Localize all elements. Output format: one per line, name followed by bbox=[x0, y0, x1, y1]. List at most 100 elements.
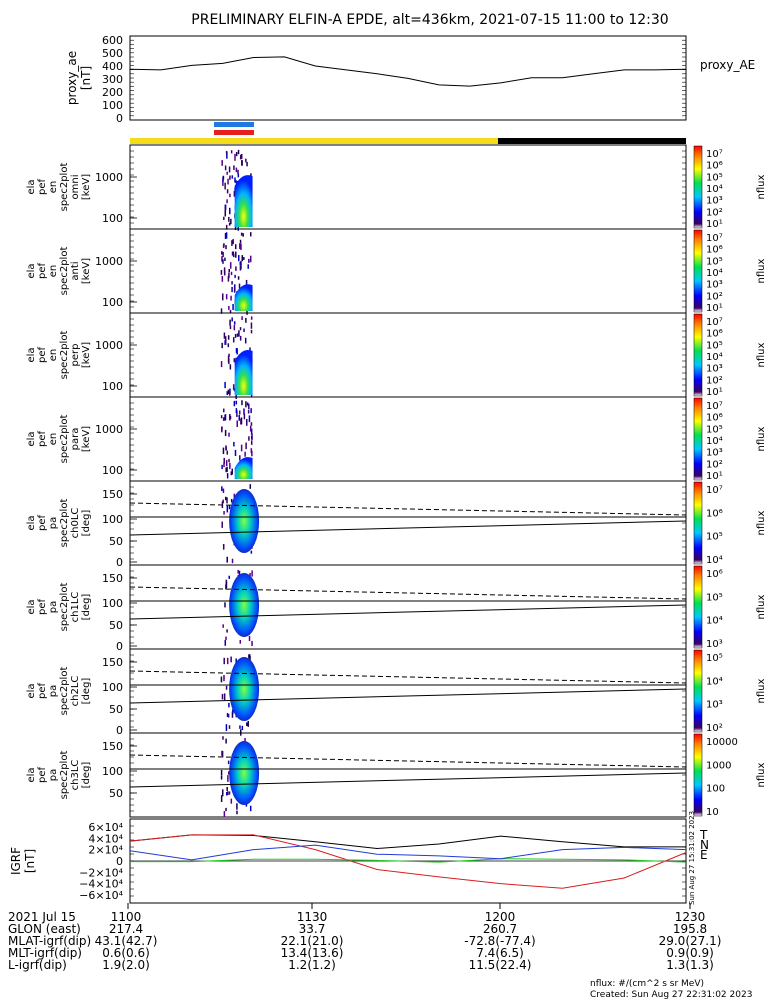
spectrogram-speckle bbox=[221, 750, 223, 756]
proxy-ae-tick-label: 400 bbox=[102, 60, 123, 73]
spectrogram-speckle bbox=[250, 232, 252, 237]
orbit-bars bbox=[130, 122, 686, 144]
panel-ch1lc: 150 100 50 0 ela pef pa spec2plot ch1LC [deg] 10⁶ 1… bbox=[26, 564, 767, 653]
spectrogram-speckle bbox=[237, 569, 239, 574]
spectrogram-speckle bbox=[227, 335, 230, 340]
spectrogram-speckle bbox=[226, 189, 229, 194]
spectrogram-speckle bbox=[227, 389, 230, 395]
spectrogram-speckle bbox=[230, 271, 233, 276]
spectrogram-speckle bbox=[222, 736, 224, 740]
colorbar-tick-label: 10⁷ bbox=[706, 401, 723, 412]
proxy-ae-line bbox=[129, 56, 687, 87]
panel-tick-label: 1000 bbox=[95, 255, 123, 268]
panel-ylabel-line: en bbox=[48, 349, 59, 362]
panel-ylabel-line: spec2plot bbox=[59, 499, 70, 548]
colorbar-tick-label: 10⁵ bbox=[706, 532, 723, 543]
spectrogram-speckle bbox=[247, 720, 250, 727]
igrf-tick-label: 2×10⁴ bbox=[88, 844, 123, 857]
spectrogram-speckle bbox=[234, 333, 237, 338]
spectrogram-speckle bbox=[223, 462, 225, 468]
colorbar-tick-label: 100 bbox=[706, 784, 725, 795]
spectrogram-speckle bbox=[224, 381, 226, 389]
panel-ch0lc: 150 100 50 0 ela pef pa spec2plot ch0LC [deg] 10⁷ 1… bbox=[26, 480, 767, 569]
ephemeris-value: 29.0(27.1) bbox=[659, 934, 722, 948]
panel-tick-label: 150 bbox=[102, 488, 123, 501]
spectrogram-speckle bbox=[237, 225, 240, 231]
spectrogram-speckle bbox=[225, 636, 227, 641]
panel-tick-label: 0 bbox=[116, 724, 123, 737]
spectrogram-speckle bbox=[229, 175, 231, 180]
colorbar-label: nflux bbox=[756, 342, 767, 367]
ephemeris-value: 11.5(22.4) bbox=[469, 958, 532, 972]
ephemeris-value: 0.9(0.9) bbox=[666, 946, 714, 960]
spectrogram-speckle bbox=[241, 725, 244, 731]
spectrogram-speckle bbox=[227, 178, 229, 185]
panel-tick-label: 50 bbox=[109, 535, 123, 548]
colorbar-tick-label: 10⁵ bbox=[706, 653, 723, 664]
spectrogram-speckle bbox=[238, 330, 240, 337]
spectrogram-speckle bbox=[241, 255, 243, 262]
spectrogram-speckle bbox=[230, 656, 232, 663]
spectrogram-speckle bbox=[236, 333, 239, 337]
colorbar-tick-label: 10⁴ bbox=[706, 436, 723, 447]
panel-ylabel-line: en bbox=[48, 181, 59, 194]
igrf-stamp: Sun Aug 27 15:31:02 2023 bbox=[688, 811, 696, 905]
spectrogram-speckle bbox=[245, 401, 247, 408]
colorbar-tick-label: 10⁵ bbox=[706, 340, 723, 351]
colorbar bbox=[693, 649, 703, 733]
panel-ylabel-line: ch1LC bbox=[70, 592, 81, 623]
spectrogram-speckle bbox=[222, 543, 225, 550]
spectrogram-speckle bbox=[228, 222, 231, 226]
spectrogram-speckle bbox=[225, 724, 228, 731]
spectrogram-speckle bbox=[221, 251, 223, 255]
spectrogram-speckle bbox=[240, 153, 243, 159]
spectrogram-speckle bbox=[236, 410, 238, 418]
colorbar-label: nflux bbox=[756, 678, 767, 703]
panel-tick-label: 100 bbox=[102, 597, 123, 610]
ephemeris-value: 1.9(2.0) bbox=[102, 958, 150, 972]
spectrogram-speckle bbox=[224, 209, 227, 217]
panel-ylabel-line: pef bbox=[37, 515, 48, 532]
spectrogram-speckle bbox=[220, 361, 223, 368]
spectrogram-speckle bbox=[226, 466, 228, 472]
panel-tick-label: 1000 bbox=[95, 339, 123, 352]
proxy-ae-ylabel-2: [nT] bbox=[79, 66, 93, 90]
panel-ylabel-line: ela bbox=[26, 515, 37, 530]
spectrogram-speckle bbox=[233, 321, 236, 325]
footer-units: nflux: #/(cm^2 s sr MeV) bbox=[590, 979, 704, 989]
spectrogram-speckle bbox=[237, 173, 240, 178]
spectrogram-speckle bbox=[250, 428, 253, 435]
anti-loss-cone-line bbox=[129, 754, 687, 768]
spectrogram-speckle bbox=[225, 460, 228, 467]
spectrogram-speckle bbox=[226, 199, 228, 204]
colorbar-tick-label: 10² bbox=[706, 459, 723, 470]
sunlit-bar bbox=[130, 138, 498, 144]
time-axis-label: 2021 Jul 15 bbox=[8, 910, 76, 924]
spectrogram-speckle bbox=[226, 391, 228, 396]
ephemeris-value: 0.6(0.6) bbox=[102, 946, 150, 960]
igrf-legend-e: E bbox=[700, 848, 708, 862]
pitch-angle-blob bbox=[229, 741, 260, 805]
spectrogram-speckle bbox=[223, 216, 225, 221]
spectrogram-speckle bbox=[231, 286, 233, 293]
spectrogram-speckle bbox=[226, 505, 229, 513]
spectrogram-speckle bbox=[238, 414, 240, 421]
spectrogram-speckle bbox=[233, 400, 236, 407]
spectrogram-speckle bbox=[239, 455, 241, 461]
spectrogram-speckle bbox=[250, 322, 253, 329]
spectrogram-speckle bbox=[232, 239, 234, 245]
spectrogram-speckle bbox=[228, 575, 231, 579]
panel-ylabel-line: spec2plot bbox=[59, 667, 70, 716]
panel-ylabel-line: en bbox=[48, 265, 59, 278]
ephemeris-value: GLON (east) bbox=[8, 922, 81, 936]
spectrogram-speckle bbox=[246, 308, 248, 315]
spectrogram-speckle bbox=[239, 239, 242, 244]
